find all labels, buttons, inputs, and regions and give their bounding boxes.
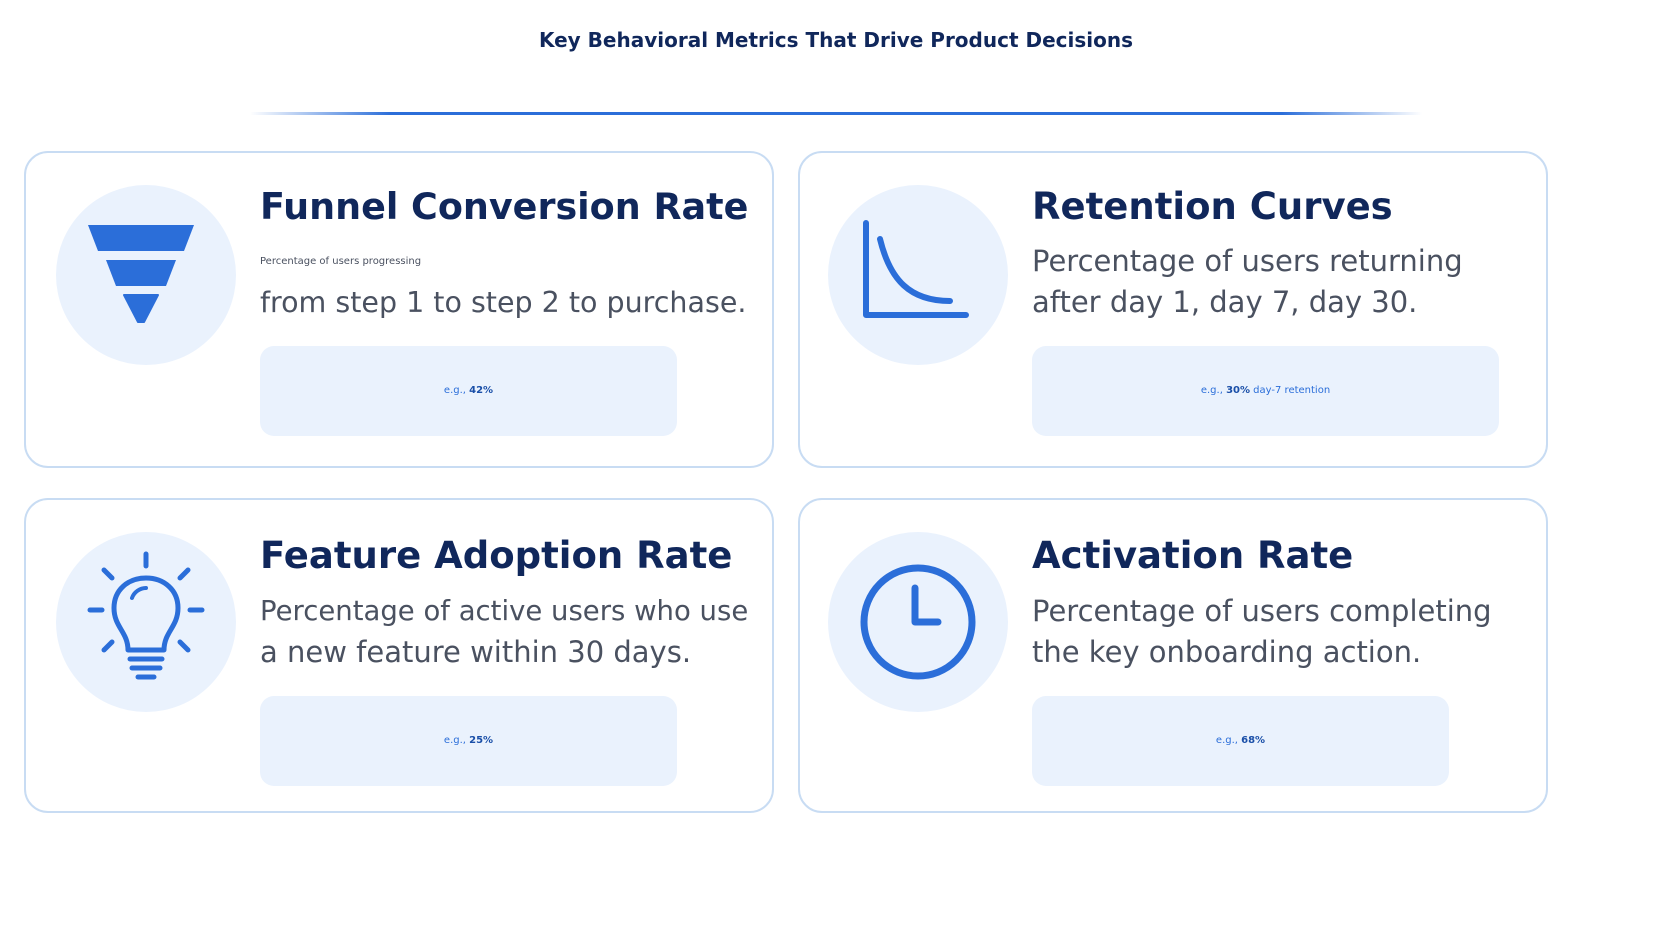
funnel-icon xyxy=(56,185,236,365)
card-description-line: the key onboarding action. xyxy=(1032,635,1422,669)
example-value-box: e.g., 68% xyxy=(1032,696,1449,786)
card-description: Percentage of users progressing from ste… xyxy=(260,241,746,323)
card-description-line: Percentage of active users who use xyxy=(260,595,749,627)
card-description-line: Percentage of users completing xyxy=(1032,594,1492,628)
card-title: Activation Rate xyxy=(1032,534,1354,577)
example-value: 25% xyxy=(469,735,494,746)
card-title: Retention Curves xyxy=(1032,185,1393,228)
example-value-box: e.g., 25% xyxy=(260,696,677,786)
metric-card-retention-curves: Retention Curves Percentage of users ret… xyxy=(798,151,1548,468)
page-title: Key Behavioral Metrics That Drive Produc… xyxy=(538,28,1134,52)
card-description-line: a new feature within 30 days. xyxy=(260,635,692,669)
example-suffix: day-7 retention xyxy=(1250,385,1331,396)
example-value: 68% xyxy=(1241,735,1266,746)
card-description-line: Percentage of users progressing xyxy=(260,256,422,267)
card-description-line: after day 1, day 7, day 30. xyxy=(1032,285,1418,319)
card-description: Percentage of active users who use a new… xyxy=(260,591,748,673)
metric-card-activation-rate: Activation Rate Percentage of users comp… xyxy=(798,498,1548,813)
example-value-box: e.g., 30% day-7 retention xyxy=(1032,346,1499,436)
example-value: 30% xyxy=(1226,385,1250,396)
clock-icon xyxy=(828,532,1008,712)
lightbulb-icon xyxy=(56,532,236,712)
example-value: 42% xyxy=(469,385,494,396)
example-prefix: e.g., xyxy=(1200,385,1227,396)
card-title: Funnel Conversion Rate xyxy=(260,185,749,228)
example-prefix: e.g., xyxy=(443,385,470,396)
retention-curve-icon xyxy=(828,185,1008,365)
example-value-box: e.g., 42% xyxy=(260,346,677,436)
card-title: Feature Adoption Rate xyxy=(260,534,733,577)
card-description-line: from step 1 to step 2 to purchase. xyxy=(260,286,747,319)
card-description: Percentage of users returning after day … xyxy=(1032,241,1463,323)
card-description: Percentage of users completing the key o… xyxy=(1032,591,1492,673)
metric-card-feature-adoption: Feature Adoption Rate Percentage of acti… xyxy=(24,498,774,813)
example-prefix: e.g., xyxy=(443,735,470,746)
example-prefix: e.g., xyxy=(1215,735,1242,746)
metric-card-funnel-conversion: Funnel Conversion Rate Percentage of use… xyxy=(24,151,774,468)
card-description-line: Percentage of users returning xyxy=(1032,244,1463,278)
title-underline xyxy=(250,112,1422,115)
